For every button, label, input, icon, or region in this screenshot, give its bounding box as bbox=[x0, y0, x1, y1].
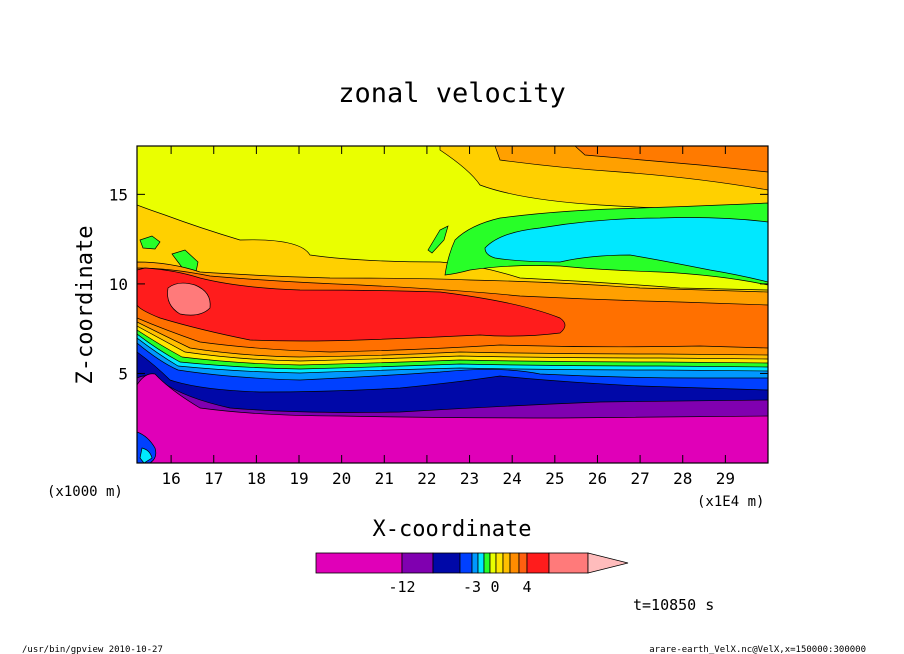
x-tick-label: 25 bbox=[545, 469, 564, 488]
colorbar-segment bbox=[432, 552, 461, 574]
region-bottom-left-cyan bbox=[139, 447, 153, 463]
time-label: t=10850 s bbox=[633, 596, 714, 614]
colorbar-tick-label: 4 bbox=[522, 578, 531, 596]
y-tick-label: 5 bbox=[118, 364, 128, 383]
x-tick-label: 16 bbox=[161, 469, 180, 488]
region-strong-negative bbox=[137, 373, 768, 463]
x-tick-label: 18 bbox=[247, 469, 266, 488]
colorbar-tick-label: -12 bbox=[388, 578, 415, 596]
x-tick-label: 29 bbox=[716, 469, 735, 488]
region-left-upper-orange bbox=[137, 204, 768, 301]
x-scale-note: (x1E4 m) bbox=[697, 494, 764, 510]
colorbar-segment bbox=[509, 552, 520, 574]
x-tick-label: 17 bbox=[204, 469, 223, 488]
x-tick-label: 22 bbox=[417, 469, 436, 488]
colorbar-segment bbox=[315, 552, 403, 574]
y-axis: 5 10 15 bbox=[109, 185, 768, 383]
colorbar-labels: -12 -3 0 4 bbox=[388, 578, 531, 596]
colorbar-segment bbox=[483, 552, 491, 574]
colorbar-segment bbox=[495, 552, 504, 574]
region-upper-dark-orange bbox=[574, 146, 768, 173]
x-tick-label: 21 bbox=[375, 469, 394, 488]
x-tick-label: 23 bbox=[460, 469, 479, 488]
plot-frame bbox=[136, 145, 769, 464]
footer-right: arare-earth_VelX.nc@VelX,x=150000:300000 bbox=[649, 645, 866, 654]
region-green-small bbox=[427, 225, 449, 254]
colorbar-extend-arrow bbox=[587, 552, 629, 574]
x-tick-label: 19 bbox=[289, 469, 308, 488]
colorbar-segment bbox=[459, 552, 473, 574]
x-tick-label: 24 bbox=[503, 469, 522, 488]
y-tick-label: 10 bbox=[109, 275, 128, 294]
colorbar-segment bbox=[401, 552, 434, 574]
chart-title: zonal velocity bbox=[338, 78, 566, 109]
region-positive-max bbox=[167, 282, 211, 316]
x-axis-label: X-coordinate bbox=[373, 517, 532, 542]
x-tick-label: 27 bbox=[630, 469, 649, 488]
region-green-left bbox=[139, 235, 161, 250]
colorbar-segment bbox=[471, 552, 479, 574]
colorbar-segment bbox=[518, 552, 528, 574]
colorbar-segment bbox=[526, 552, 550, 574]
x-tick-label: 28 bbox=[673, 469, 692, 488]
colorbar-tick-label: -3 bbox=[463, 578, 481, 596]
footer-left: /usr/bin/gpview 2010-10-27 bbox=[22, 645, 163, 654]
y-axis-label: Z-coordinate bbox=[73, 226, 98, 385]
colorbar-segment bbox=[548, 552, 589, 574]
x-tick-label: 26 bbox=[588, 469, 607, 488]
colorbar bbox=[315, 552, 629, 574]
x-tick-label: 20 bbox=[332, 469, 351, 488]
y-tick-label: 15 bbox=[109, 185, 128, 204]
region-cyan bbox=[484, 217, 768, 283]
region-positive-4 bbox=[137, 267, 566, 342]
colorbar-tick-label: 0 bbox=[490, 578, 499, 596]
y-scale-note: (x1000 m) bbox=[47, 484, 123, 500]
x-axis: 16 17 18 19 20 21 22 23 24 25 26 27 28 29 bbox=[161, 146, 735, 488]
plot-area bbox=[137, 146, 768, 463]
colorbar-segment bbox=[489, 552, 497, 574]
colorbar-segment bbox=[477, 552, 485, 574]
colorbar-segment bbox=[502, 552, 511, 574]
